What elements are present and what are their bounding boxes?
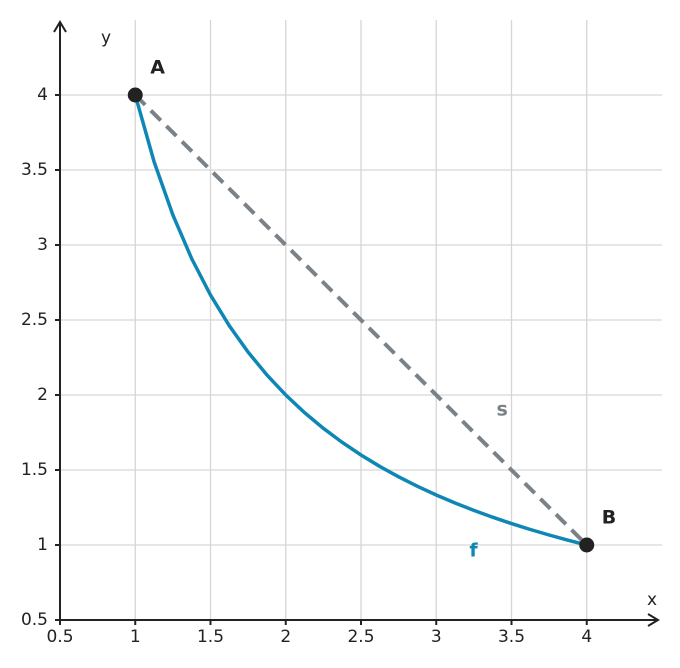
series-line xyxy=(133,93,589,547)
x-axis-label: x xyxy=(647,590,657,610)
point xyxy=(579,537,595,553)
x-tick-label: 4 xyxy=(581,627,592,647)
x-tick-label: 1 xyxy=(130,627,141,647)
y-tick-label: 0.5 xyxy=(21,610,48,630)
y-tick-label: 3 xyxy=(37,235,48,255)
series-line xyxy=(133,94,588,547)
y-tick-label: 1 xyxy=(37,535,48,555)
y-tick-label: 4 xyxy=(37,85,48,105)
y-tick-label: 3.5 xyxy=(21,160,48,180)
point-label: B xyxy=(602,507,616,529)
y-axis-label: y xyxy=(101,28,111,48)
x-tick-label: 2.5 xyxy=(347,627,374,647)
x-tick-label: 1.5 xyxy=(197,627,224,647)
y-tick-label: 2 xyxy=(37,385,48,405)
y-tick-label: 2.5 xyxy=(21,310,48,330)
x-tick-label: 0.5 xyxy=(46,627,73,647)
series-label: f xyxy=(469,540,478,562)
y-axis-arrow xyxy=(53,20,67,33)
x-axis-arrow xyxy=(647,613,660,627)
x-tick-label: 3 xyxy=(431,627,442,647)
x-tick-label: 3.5 xyxy=(498,627,525,647)
point-label: A xyxy=(150,57,165,79)
y-tick-label: 1.5 xyxy=(21,460,48,480)
series-label: s xyxy=(496,399,507,421)
x-tick-label: 2 xyxy=(280,627,291,647)
point xyxy=(127,87,143,103)
